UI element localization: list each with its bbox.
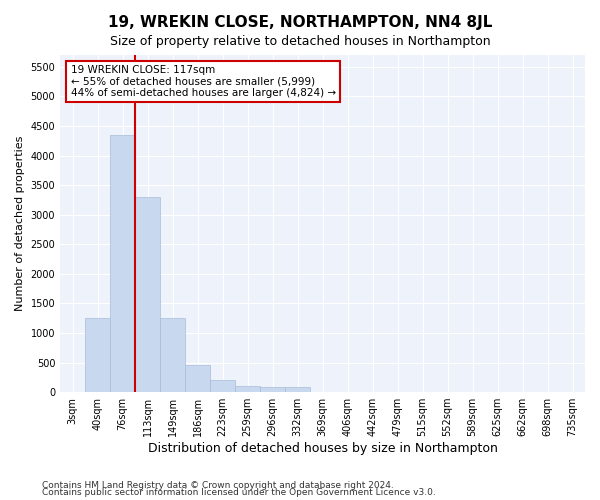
Bar	[235, 386, 260, 392]
Y-axis label: Number of detached properties: Number of detached properties	[15, 136, 25, 311]
Bar	[210, 380, 235, 392]
Text: 19, WREKIN CLOSE, NORTHAMPTON, NN4 8JL: 19, WREKIN CLOSE, NORTHAMPTON, NN4 8JL	[108, 15, 492, 30]
Bar	[85, 318, 110, 392]
Bar	[185, 366, 210, 392]
X-axis label: Distribution of detached houses by size in Northampton: Distribution of detached houses by size …	[148, 442, 497, 455]
Bar	[135, 197, 160, 392]
Text: Contains HM Land Registry data © Crown copyright and database right 2024.: Contains HM Land Registry data © Crown c…	[42, 480, 394, 490]
Text: 19 WREKIN CLOSE: 117sqm
← 55% of detached houses are smaller (5,999)
44% of semi: 19 WREKIN CLOSE: 117sqm ← 55% of detache…	[71, 65, 336, 98]
Bar	[285, 388, 310, 392]
Text: Size of property relative to detached houses in Northampton: Size of property relative to detached ho…	[110, 35, 490, 48]
Text: Contains public sector information licensed under the Open Government Licence v3: Contains public sector information licen…	[42, 488, 436, 497]
Bar	[160, 318, 185, 392]
Bar	[110, 135, 135, 392]
Bar	[260, 388, 285, 392]
